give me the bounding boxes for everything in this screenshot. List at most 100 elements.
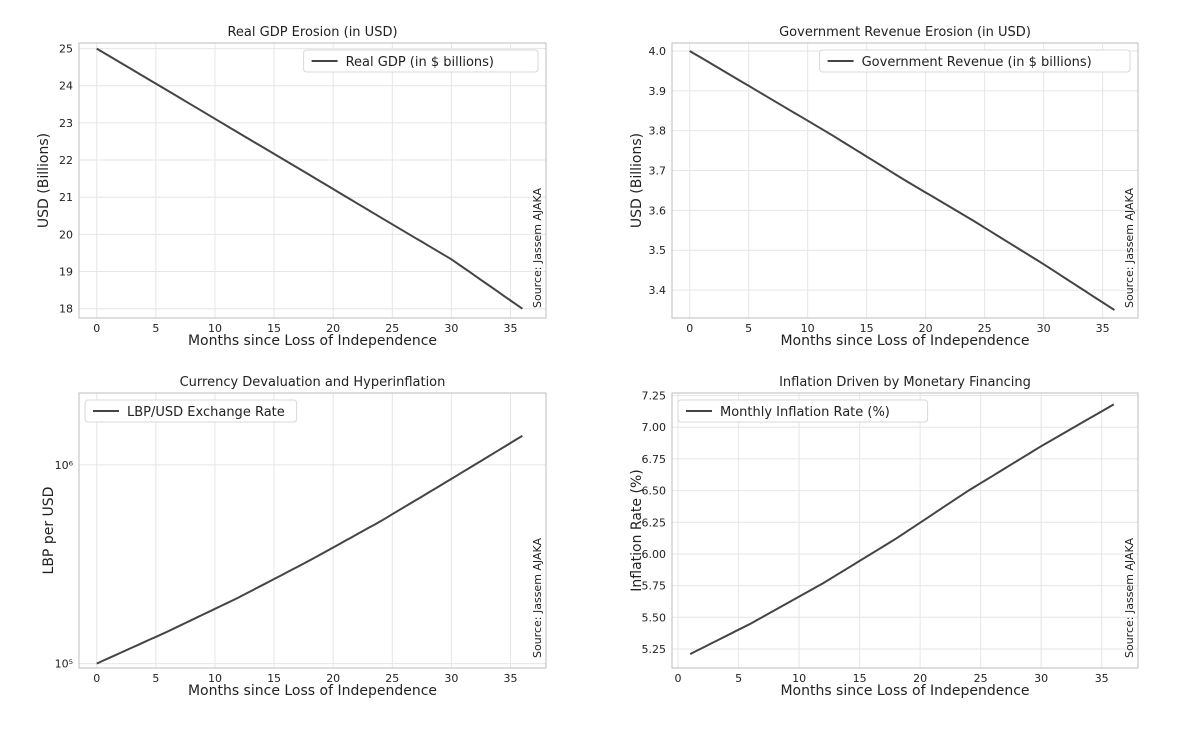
x-tick-label: 30 — [1037, 322, 1051, 335]
x-tick-label: 15 — [853, 672, 867, 685]
legend-box — [819, 49, 1131, 73]
y-tick-label: 25 — [59, 43, 73, 56]
x-tick-label: 20 — [919, 322, 933, 335]
y-axis-label: USD (Billions) — [36, 133, 52, 228]
legend-box — [303, 49, 539, 73]
x-tick-label: 35 — [1096, 322, 1110, 335]
y-axis-label: USD (Billions) — [629, 133, 645, 228]
chart-title: Inflation Driven by Monetary Financing — [779, 375, 1031, 390]
x-tick-label: 5 — [152, 672, 159, 685]
chart-panel-1: Real GDP Erosion (in USD) 0 5 10 15 20 25 30 35 1… — [36, 25, 547, 349]
x-tick-label: 25 — [385, 672, 399, 685]
legend: LBP/USD Exchange Rate — [84, 399, 298, 423]
x-tick-label: 35 — [1095, 672, 1109, 685]
x-tick-label: 10 — [801, 322, 815, 335]
legend: Real GDP (in $ billions) — [303, 49, 539, 73]
y-tick-label: 10⁵ — [55, 658, 73, 671]
chart-panel-2: Government Revenue Erosion (in USD) 0 5 10 1… — [629, 25, 1139, 349]
series-line — [96, 434, 523, 665]
y-tick-label: 3.8 — [649, 125, 667, 138]
y-tick-label: 20 — [59, 228, 73, 241]
plot-frame — [78, 42, 547, 319]
y-tick-label: 5.75 — [642, 580, 667, 593]
x-tick-label: 20 — [913, 672, 927, 685]
source-note: Source: Jassem AJAKA — [531, 537, 544, 658]
x-tick-label: 5 — [735, 672, 742, 685]
y-tick-label: 24 — [59, 80, 73, 93]
y-tick-label: 3.7 — [649, 165, 667, 178]
source-note: Source: Jassem AJAKA — [1123, 537, 1136, 658]
source-note: Source: Jassem AJAKA — [1123, 187, 1136, 308]
x-tick-label: 0 — [686, 322, 693, 335]
x-axis-label: Months since Loss of Independence — [780, 683, 1029, 699]
y-tick-label: 5.25 — [642, 643, 667, 656]
y-tick-label: 6.25 — [642, 516, 667, 529]
y-axis-label: LBP per USD — [41, 487, 57, 575]
x-tick-label: 20 — [326, 672, 340, 685]
x-tick-label: 5 — [152, 322, 159, 335]
x-tick-label: 0 — [93, 672, 100, 685]
y-tick-label: 22 — [59, 154, 73, 167]
y-tick-label: 10⁶ — [55, 459, 74, 472]
chart-title: Currency Devaluation and Hyperinflation — [180, 375, 446, 390]
y-tick-label: 3.5 — [649, 244, 667, 257]
y-tick-label: 7.00 — [642, 421, 667, 434]
x-tick-label: 35 — [504, 322, 518, 335]
x-tick-label: 20 — [326, 322, 340, 335]
legend: Monthly Inflation Rate (%) — [677, 399, 929, 423]
y-tick-label: 23 — [59, 117, 73, 130]
series-line — [689, 403, 1115, 655]
x-tick-label: 15 — [267, 322, 281, 335]
x-tick-label: 25 — [385, 322, 399, 335]
plot-frame — [671, 42, 1139, 319]
series-line — [96, 47, 523, 310]
y-tick-label: 19 — [59, 266, 73, 279]
x-tick-label: 30 — [444, 322, 458, 335]
y-axis-label: Inflation Rate (%) — [629, 469, 645, 591]
plot-frame — [78, 392, 547, 669]
x-tick-label: 10 — [208, 672, 222, 685]
plot-frame — [671, 392, 1139, 669]
x-tick-label: 10 — [792, 672, 806, 685]
legend-box — [677, 399, 929, 423]
chart-title: Government Revenue Erosion (in USD) — [779, 25, 1031, 40]
y-tick-label: 7.25 — [642, 390, 667, 403]
x-tick-label: 15 — [267, 672, 281, 685]
x-tick-label: 25 — [974, 672, 988, 685]
source-note: Source: Jassem AJAKA — [531, 187, 544, 308]
chart-panel-4: Inflation Driven by Monetary Financing 0 5… — [629, 375, 1139, 699]
x-tick-label: 15 — [860, 322, 874, 335]
y-tick-label: 5.50 — [642, 611, 667, 624]
y-tick-label: 4.0 — [649, 45, 667, 58]
x-axis-label: Months since Loss of Independence — [188, 333, 437, 349]
y-tick-label: 3.9 — [649, 85, 667, 98]
x-tick-label: 5 — [745, 322, 752, 335]
x-tick-label: 0 — [93, 322, 100, 335]
legend-box — [84, 399, 298, 423]
chart-panel-3: Currency Devaluation and Hyperinflation 0… — [41, 375, 547, 699]
y-tick-label: 21 — [59, 191, 73, 204]
chart-title: Real GDP Erosion (in USD) — [227, 25, 397, 40]
y-tick-label: 3.4 — [649, 284, 667, 297]
y-tick-label: 6.00 — [642, 548, 667, 561]
legend-label: Government Revenue (in $ billions) — [862, 55, 1092, 70]
y-tick-label: 3.6 — [649, 204, 667, 217]
y-tick-label: 18 — [59, 303, 73, 316]
y-tick-label: 6.75 — [642, 453, 667, 466]
x-tick-label: 35 — [504, 672, 518, 685]
series-line — [689, 50, 1115, 311]
x-axis-label: Months since Loss of Independence — [780, 333, 1029, 349]
x-tick-label: 30 — [1034, 672, 1048, 685]
x-tick-label: 0 — [675, 672, 682, 685]
x-axis-label: Months since Loss of Independence — [188, 683, 437, 699]
legend: Government Revenue (in $ billions) — [819, 49, 1131, 73]
x-tick-label: 10 — [208, 322, 222, 335]
legend-label: Real GDP (in $ billions) — [346, 55, 494, 70]
x-tick-label: 30 — [444, 672, 458, 685]
x-tick-label: 25 — [978, 322, 992, 335]
legend-label: Monthly Inflation Rate (%) — [720, 405, 890, 420]
legend-label: LBP/USD Exchange Rate — [127, 405, 285, 420]
y-tick-label: 6.50 — [642, 485, 667, 498]
